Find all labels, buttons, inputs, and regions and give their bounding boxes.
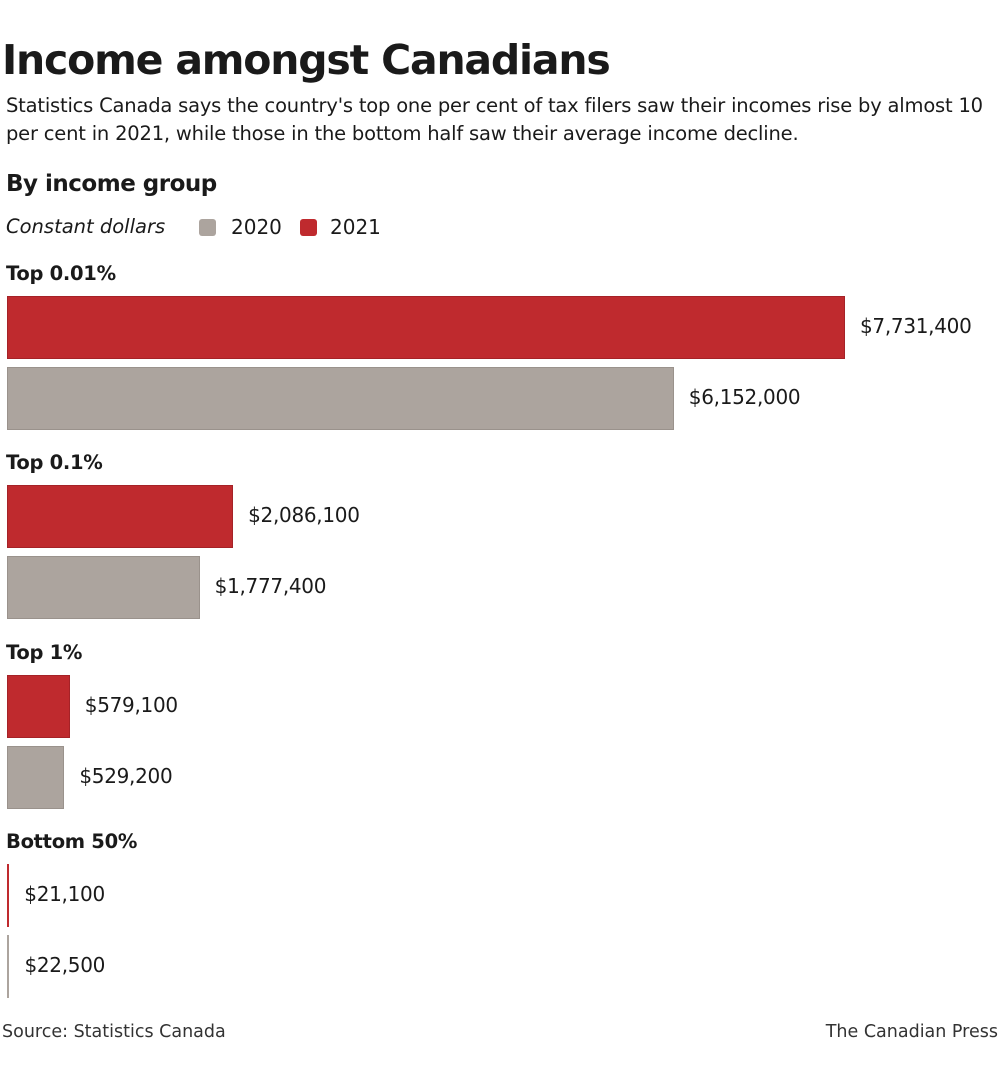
- legend-swatch-2020: [199, 219, 216, 236]
- legend-label-2020: 2020: [231, 215, 282, 239]
- bar-2021-1: [7, 485, 234, 549]
- value-label-2021-1: $2,086,100: [248, 503, 360, 528]
- value-label-2020-3: $22,500: [24, 952, 106, 977]
- section-heading: By income group: [6, 171, 217, 197]
- bar-2021-0: [7, 296, 845, 359]
- bar-2021-3: [7, 863, 10, 927]
- bar-2020-1: [7, 556, 200, 620]
- credit-note: The Canadian Press: [825, 1022, 998, 1042]
- value-label-2020-2: $529,200: [79, 763, 173, 788]
- bar-2021-2: [7, 674, 70, 738]
- bar-2020-3: [7, 934, 10, 998]
- unit-label: Constant dollars: [6, 215, 166, 238]
- value-label-2021-0: $7,731,400: [860, 314, 972, 338]
- legend-label-2021: 2021: [330, 215, 381, 239]
- value-label-2021-3: $21,100: [24, 881, 105, 906]
- chart-subtitle: Statistics Canada says the country's top…: [6, 94, 983, 145]
- legend-swatch-2021: [300, 219, 317, 236]
- group-label: Top 1%: [6, 640, 83, 664]
- group-label: Top 0.01%: [6, 262, 116, 285]
- bar-2020-0: [7, 367, 674, 430]
- bar-2020-2: [7, 745, 65, 809]
- group-label: Top 0.1%: [6, 451, 103, 475]
- group-label: Bottom 50%: [6, 829, 138, 853]
- value-label-2021-2: $579,100: [84, 692, 178, 717]
- value-label-2020-1: $1,777,400: [214, 574, 327, 599]
- source-note: Source: Statistics Canada: [2, 1022, 226, 1042]
- chart-title: Income amongst Canadians: [2, 36, 611, 84]
- value-label-2020-0: $6,152,000: [688, 385, 801, 409]
